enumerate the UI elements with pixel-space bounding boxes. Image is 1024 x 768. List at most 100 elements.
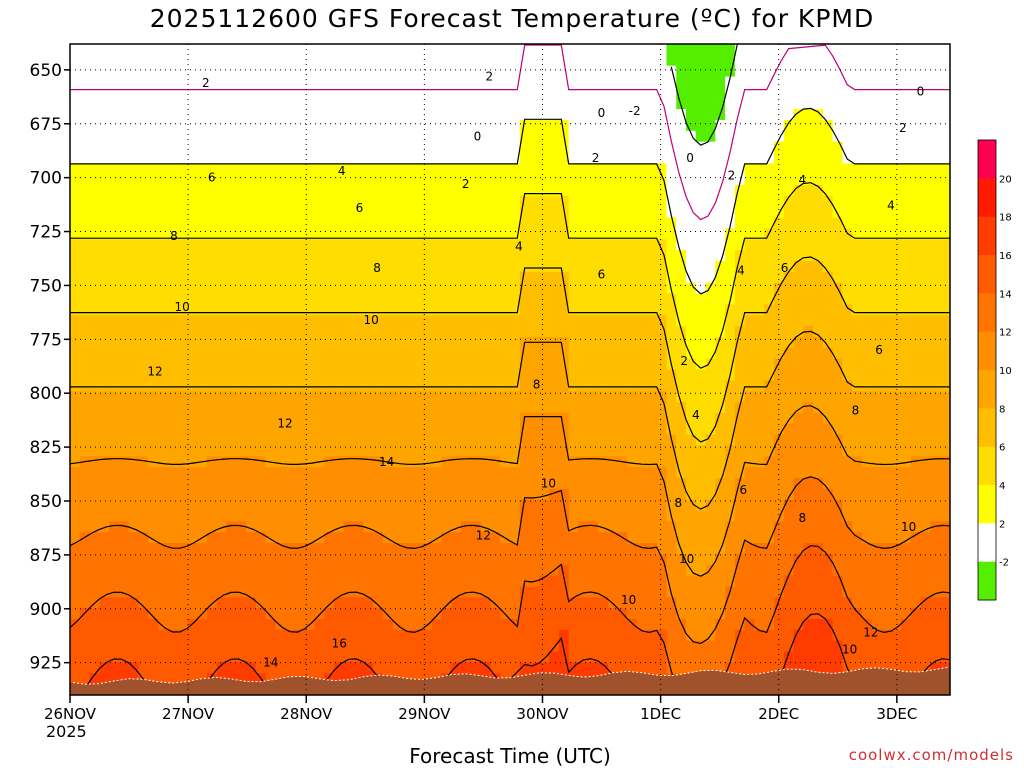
heat-cell (490, 499, 501, 512)
heat-cell (588, 629, 599, 642)
heat-cell (480, 163, 492, 175)
heat-cell (813, 347, 824, 360)
heat-cell (627, 391, 638, 403)
heat-cell (598, 467, 609, 479)
heat-cell (558, 391, 570, 403)
heat-cell (842, 65, 853, 78)
heat-cell (725, 185, 736, 197)
heat-cell (813, 532, 824, 544)
heat-cell (392, 217, 404, 230)
heat-cell (158, 597, 169, 609)
heat-cell (500, 499, 511, 512)
heat-cell (852, 130, 863, 143)
heat-cell (656, 228, 668, 240)
heat-cell (382, 586, 394, 598)
heat-cell (89, 640, 100, 653)
heat-cell (783, 467, 795, 479)
heat-cell (99, 358, 110, 371)
heat-cell (353, 185, 364, 197)
heat-cell (314, 65, 325, 78)
heat-cell (568, 651, 580, 664)
heat-cell (852, 271, 863, 284)
heat-cell (822, 185, 834, 197)
heat-cell (451, 109, 462, 121)
heat-cell (578, 347, 589, 360)
heat-cell (539, 510, 550, 522)
heat-cell (480, 423, 492, 436)
heat-cell (598, 195, 609, 208)
heat-cell (822, 488, 834, 501)
heat-cell (793, 44, 804, 56)
heat-cell (246, 510, 257, 522)
heat-cell (138, 651, 149, 664)
heat-cell (862, 239, 873, 251)
heat-cell (852, 119, 863, 132)
heat-cell (334, 304, 345, 316)
heat-cell (686, 206, 697, 219)
heat-cell (725, 575, 736, 588)
heat-cell (89, 65, 100, 78)
heat-cell (822, 304, 834, 316)
heat-cell (813, 261, 824, 273)
heat-cell (607, 65, 619, 78)
heat-cell (774, 315, 785, 327)
heat-cell (382, 163, 394, 175)
heat-cell (666, 369, 677, 381)
heat-cell (813, 412, 824, 425)
heat-cell (422, 228, 433, 240)
heat-cell (480, 532, 492, 544)
heat-cell (862, 629, 873, 642)
heat-cell (529, 586, 540, 598)
heat-cell (206, 98, 218, 110)
heat-cell (519, 239, 531, 251)
heat-cell (412, 532, 423, 544)
heat-cell (783, 434, 795, 447)
heat-cell (334, 564, 345, 577)
heat-cell (109, 195, 120, 208)
heat-cell (500, 543, 511, 555)
heat-cell (70, 499, 81, 512)
heat-cell (754, 141, 765, 154)
heat-cell (177, 608, 188, 620)
heat-cell (568, 326, 580, 338)
heat-cell (686, 119, 697, 132)
heat-cell (774, 586, 785, 598)
heat-cell (686, 65, 697, 78)
heat-cell (187, 456, 198, 468)
heat-cell (637, 119, 648, 132)
heat-cell (617, 163, 628, 175)
heat-cell (226, 217, 237, 230)
heat-cell (304, 553, 316, 566)
heat-cell (246, 478, 257, 490)
heat-cell (353, 119, 364, 132)
heat-cell (216, 44, 228, 56)
heat-cell (255, 586, 267, 598)
heat-cell (510, 499, 521, 512)
heat-cell (353, 228, 364, 240)
heat-cell (138, 391, 149, 403)
heat-cell (128, 65, 140, 78)
heat-cell (441, 271, 452, 284)
heat-cell (118, 44, 130, 56)
heat-cell (422, 261, 433, 273)
heat-cell (862, 412, 873, 425)
heat-cell (226, 651, 237, 664)
heat-cell (353, 543, 364, 555)
heat-cell (109, 54, 120, 67)
heat-cell (314, 217, 325, 230)
heat-cell (578, 130, 589, 143)
heat-cell (79, 532, 91, 544)
heat-cell (109, 488, 120, 501)
heat-cell (363, 347, 374, 360)
heat-cell (275, 640, 286, 653)
heat-cell (373, 304, 384, 316)
heat-cell (412, 228, 423, 240)
heat-cell (128, 174, 140, 186)
heat-cell (510, 119, 521, 132)
heat-cell (744, 65, 756, 78)
heat-cell (158, 586, 169, 598)
heat-cell (206, 478, 218, 490)
heat-cell (392, 564, 404, 577)
heat-cell (422, 391, 433, 403)
heat-cell (656, 152, 668, 164)
